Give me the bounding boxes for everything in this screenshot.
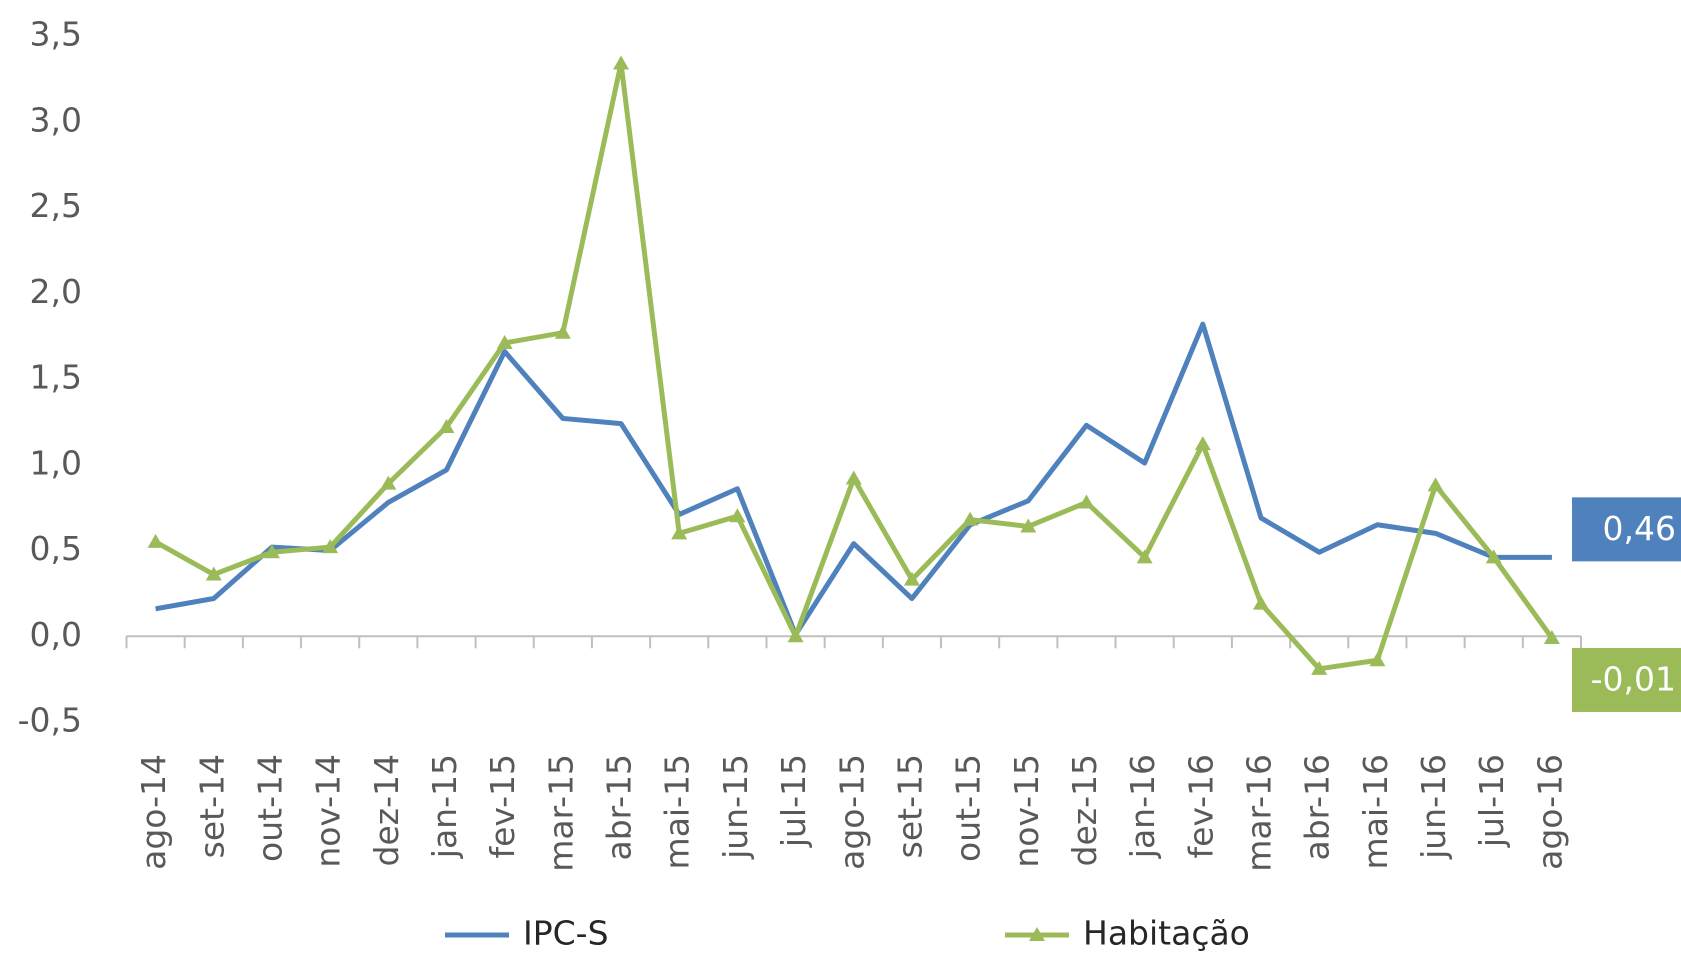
end-label-box <box>1572 647 1681 712</box>
x-tick-label: out-15 <box>949 754 988 862</box>
marker <box>1078 494 1095 509</box>
x-tick-label: ago-15 <box>832 754 871 870</box>
series-line <box>155 321 1552 638</box>
marker <box>962 511 979 526</box>
marker <box>438 419 455 434</box>
marker <box>787 628 804 643</box>
x-tick-label: set-15 <box>890 754 929 858</box>
x-tick-label: nov-14 <box>309 754 348 868</box>
x-tick-label: dez-14 <box>367 754 406 866</box>
marker <box>1485 549 1502 564</box>
marker <box>1136 549 1153 564</box>
legend-label: Habitação <box>1083 914 1250 953</box>
x-tick-label: abr-15 <box>600 754 639 861</box>
marker <box>729 508 746 523</box>
marker <box>147 533 164 548</box>
marker <box>1543 629 1560 644</box>
marker <box>1369 652 1386 667</box>
x-tick-label: mar-16 <box>1240 754 1279 872</box>
x-tick-label: fev-16 <box>1181 754 1220 858</box>
x-tick-label: jun-15 <box>716 754 755 860</box>
x-tick-label: jul-16 <box>1472 754 1511 848</box>
end-label-box <box>1572 497 1681 562</box>
y-tick-label: 1,0 <box>30 443 82 482</box>
series-line <box>154 60 1554 672</box>
marker <box>1020 518 1037 533</box>
marker <box>322 539 339 554</box>
marker <box>1194 436 1211 451</box>
legend-label: IPC-S <box>523 914 609 953</box>
x-tick-label: out-14 <box>250 754 289 862</box>
y-tick-label: 1,5 <box>30 358 82 397</box>
marker <box>845 470 862 485</box>
marker <box>903 571 920 586</box>
x-tick-label: mar-15 <box>541 754 580 872</box>
data-label: 0,46 <box>1603 509 1676 548</box>
marker <box>263 544 280 559</box>
x-tick-label: jun-16 <box>1414 754 1453 860</box>
marker <box>380 475 397 490</box>
legend-marker <box>1029 927 1045 941</box>
y-tick-label: 0,0 <box>30 615 82 654</box>
x-tick-label: mai-15 <box>658 754 697 869</box>
data-label: -0,01 <box>1591 659 1676 698</box>
x-tick-label: set-14 <box>192 754 231 858</box>
y-tick-label: 0,5 <box>30 529 82 568</box>
x-tick-label: dez-15 <box>1065 754 1104 866</box>
x-tick-label: jan-15 <box>425 754 464 859</box>
x-tick-label: ago-14 <box>134 754 173 870</box>
x-tick-label: fev-15 <box>483 754 522 858</box>
x-tick-label: mai-16 <box>1356 754 1395 869</box>
marker <box>1311 660 1328 675</box>
y-tick-label: 2,5 <box>30 186 82 225</box>
y-tick-label: 3,5 <box>30 15 82 54</box>
marker <box>1427 477 1444 492</box>
x-tick-label: jan-16 <box>1123 754 1162 859</box>
marker <box>496 334 513 349</box>
marker <box>554 324 571 339</box>
y-tick-label: -0,5 <box>18 701 82 740</box>
x-tick-label: abr-16 <box>1298 754 1337 861</box>
x-tick-label: ago-16 <box>1530 754 1569 870</box>
x-tick-label: jul-15 <box>774 754 813 848</box>
marker <box>671 525 688 540</box>
y-tick-label: 2,0 <box>30 272 82 311</box>
marker <box>613 55 630 70</box>
marker <box>1253 595 1270 610</box>
x-tick-label: nov-15 <box>1007 754 1046 868</box>
marker <box>205 566 222 581</box>
y-tick-label: 3,0 <box>30 100 82 139</box>
